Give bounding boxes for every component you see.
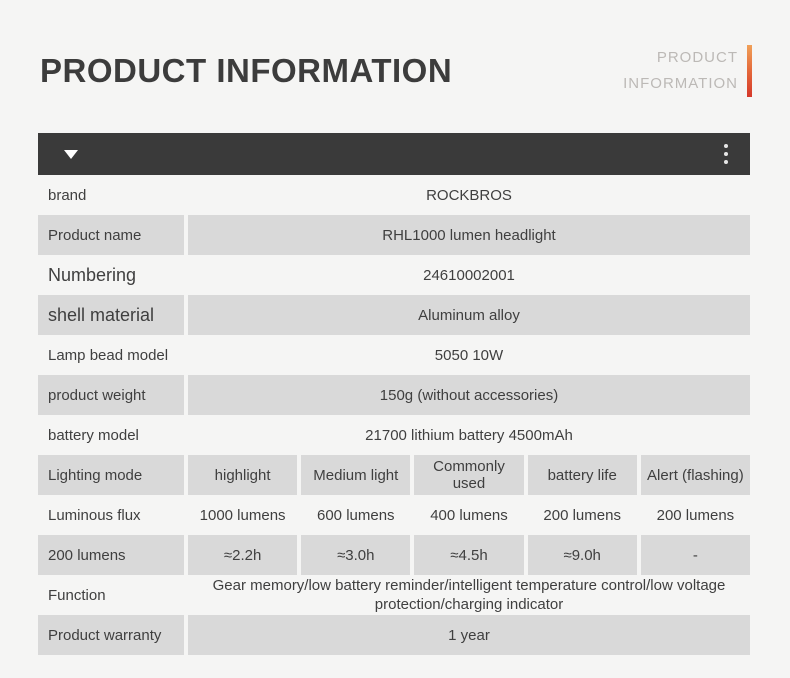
page-title: PRODUCT INFORMATION: [40, 52, 453, 89]
vertical-ellipsis-icon[interactable]: [724, 144, 728, 164]
table-row-brand: brand ROCKBROS: [38, 175, 750, 215]
runtime-cell: ≈9.0h: [527, 535, 637, 575]
row-label: Product warranty: [38, 615, 184, 655]
row-label: brand: [48, 186, 87, 204]
watermark-line-2: INFORMATION: [623, 75, 738, 92]
row-label: Function: [48, 586, 106, 604]
watermark-text: PRODUCT INFORMATION: [623, 45, 738, 97]
row-label: Product name: [38, 215, 184, 255]
row-value: 24610002001: [423, 266, 515, 284]
mode-cell: Medium light: [301, 455, 411, 495]
row-label: product weight: [38, 375, 184, 415]
table-row-lamp-bead-model: Lamp bead model 5050 10W: [38, 335, 750, 375]
row-value: Aluminum alloy: [188, 295, 750, 335]
triangle-down-icon[interactable]: [64, 149, 78, 159]
runtime-cell: -: [640, 535, 750, 575]
mode-cell: Commonly used: [414, 455, 524, 495]
table-toolbar: [38, 133, 750, 175]
row-value: 21700 lithium battery 4500mAh: [365, 426, 573, 444]
header-right-block: PRODUCT INFORMATION: [623, 45, 752, 97]
table-row-luminous-flux: Luminous flux 1000 lumens 600 lumens 400…: [38, 495, 750, 535]
row-value: Gear memory/low battery reminder/intelli…: [188, 575, 750, 615]
row-label: Numbering: [48, 264, 137, 285]
runtime-cell: ≈4.5h: [414, 535, 524, 575]
row-value: 1 year: [188, 615, 750, 655]
table-row-shell-material: shell material Aluminum alloy: [38, 295, 750, 335]
row-label: Luminous flux: [48, 506, 141, 524]
flux-cell: 200 lumens: [543, 506, 621, 524]
mode-cell: highlight: [188, 455, 298, 495]
table-row-product-name: Product name RHL1000 lumen headlight: [38, 215, 750, 255]
table-row-runtime: 200 lumens ≈2.2h ≈3.0h ≈4.5h ≈9.0h -: [38, 535, 750, 575]
function-text: Gear memory/low battery reminder/intelli…: [212, 577, 726, 613]
table-row-numbering: Numbering 24610002001: [38, 255, 750, 295]
flux-cell: 1000 lumens: [199, 506, 286, 524]
runtime-cell: ≈3.0h: [301, 535, 411, 575]
row-label: 200 lumens: [38, 535, 184, 575]
row-value: 150g (without accessories): [188, 375, 750, 415]
accent-gradient-bar: [747, 45, 752, 97]
table-row-function: Function Gear memory/low battery reminde…: [38, 575, 750, 615]
flux-cell: 400 lumens: [430, 506, 508, 524]
row-value: ROCKBROS: [426, 186, 512, 204]
product-spec-table: brand ROCKBROS Product name RHL1000 lume…: [38, 175, 750, 655]
mode-cell: battery life: [527, 455, 637, 495]
row-label: Lamp bead model: [48, 346, 169, 364]
table-row-lighting-mode: Lighting mode highlight Medium light Com…: [38, 455, 750, 495]
row-label: battery model: [48, 426, 139, 444]
runtime-cell: ≈2.2h: [188, 535, 298, 575]
mode-cell: Alert (flashing): [640, 455, 750, 495]
row-value: RHL1000 lumen headlight: [188, 215, 750, 255]
row-label: Lighting mode: [38, 455, 184, 495]
row-value: 5050 10W: [434, 346, 504, 364]
table-row-battery-model: battery model 21700 lithium battery 4500…: [38, 415, 750, 455]
flux-cell: 200 lumens: [656, 506, 735, 524]
row-label: shell material: [38, 295, 184, 335]
watermark-line-1: PRODUCT: [656, 49, 738, 66]
table-row-product-warranty: Product warranty 1 year: [38, 615, 750, 655]
flux-cell: 600 lumens: [317, 506, 395, 524]
page-header: PRODUCT INFORMATION PRODUCT INFORMATION: [0, 0, 790, 100]
table-row-product-weight: product weight 150g (without accessories…: [38, 375, 750, 415]
